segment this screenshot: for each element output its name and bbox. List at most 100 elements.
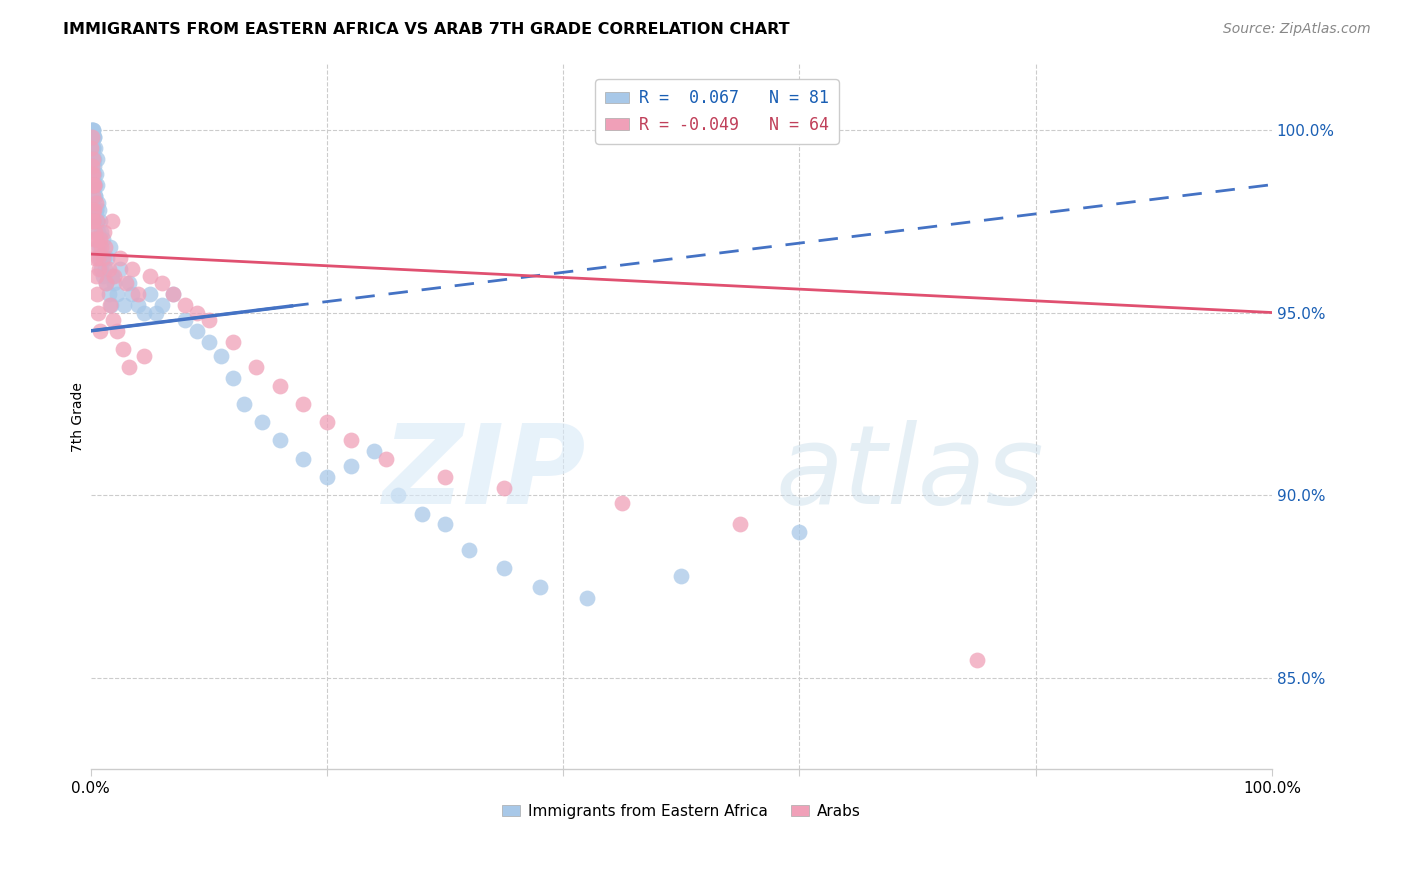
Point (82, 167, 104, 181)
Point (101, 214, 124, 228)
Point (127, 287, 149, 301)
Point (94, 277, 117, 291)
Point (89, 324, 111, 338)
Point (339, 458, 361, 473)
Point (82, 152, 104, 166)
Point (84, 203, 107, 218)
Point (100, 298, 122, 312)
Point (80, 160, 103, 174)
Point (80, 141, 103, 155)
Point (209, 350, 232, 364)
Point (117, 360, 139, 375)
Point (612, 495, 634, 509)
Point (494, 481, 516, 495)
Point (198, 313, 221, 327)
Point (127, 298, 149, 312)
Point (82, 141, 104, 155)
Point (94, 240, 117, 254)
Point (82, 167, 104, 181)
Point (110, 251, 132, 265)
Point (97, 261, 120, 276)
Point (84, 268, 107, 283)
Point (434, 517, 457, 532)
Point (97, 287, 120, 301)
Point (94, 277, 117, 291)
Point (789, 524, 811, 539)
Text: Source: ZipAtlas.com: Source: ZipAtlas.com (1223, 22, 1371, 37)
Point (84, 251, 107, 265)
Point (103, 268, 125, 283)
Point (87, 225, 110, 239)
Point (221, 371, 243, 385)
Point (84, 232, 107, 246)
Point (80, 130, 103, 145)
Point (84, 188, 107, 202)
Point (82, 214, 104, 228)
Point (86, 152, 108, 166)
Point (83, 130, 105, 145)
Point (174, 313, 197, 327)
Point (529, 580, 551, 594)
Point (80, 141, 103, 155)
Point (87, 261, 110, 276)
Point (186, 305, 208, 319)
Text: ZIP: ZIP (384, 419, 586, 526)
Point (83, 178, 105, 192)
Point (86, 214, 108, 228)
Point (101, 268, 124, 283)
Point (82, 152, 104, 166)
Point (96, 251, 118, 265)
Point (86, 214, 108, 228)
Point (150, 277, 173, 291)
Point (83, 232, 105, 246)
Point (316, 415, 339, 429)
Point (82, 152, 104, 166)
Point (117, 277, 139, 291)
Point (132, 350, 155, 364)
Point (89, 251, 111, 265)
Point (411, 507, 433, 521)
Point (90, 261, 112, 276)
Point (162, 287, 184, 301)
Point (84, 203, 107, 218)
Point (139, 287, 162, 301)
Point (111, 342, 134, 356)
Point (233, 397, 256, 411)
Point (110, 261, 132, 276)
Point (94, 261, 117, 276)
Point (82, 123, 104, 137)
Point (91, 232, 114, 246)
Point (84, 167, 107, 181)
Point (82, 123, 104, 137)
Point (145, 305, 167, 319)
Point (245, 360, 267, 375)
Point (269, 378, 291, 392)
Point (671, 568, 693, 582)
Point (966, 653, 988, 667)
Point (83, 178, 105, 192)
Point (105, 324, 128, 338)
Point (80, 167, 103, 181)
Point (83, 178, 105, 192)
Point (83, 152, 105, 166)
Point (87, 203, 110, 218)
Point (132, 305, 155, 319)
Point (84, 141, 107, 155)
Point (80, 123, 103, 137)
Point (87, 240, 110, 254)
Point (86, 214, 108, 228)
Point (80, 123, 103, 137)
Point (221, 334, 243, 349)
Point (98, 240, 121, 254)
Point (82, 188, 104, 202)
Point (80, 130, 103, 145)
Point (90, 225, 112, 239)
Point (139, 268, 162, 283)
Point (91, 268, 114, 283)
Point (83, 167, 105, 181)
Point (115, 277, 138, 291)
Point (87, 305, 110, 319)
Point (121, 261, 143, 276)
Point (250, 415, 273, 429)
Point (150, 298, 173, 312)
